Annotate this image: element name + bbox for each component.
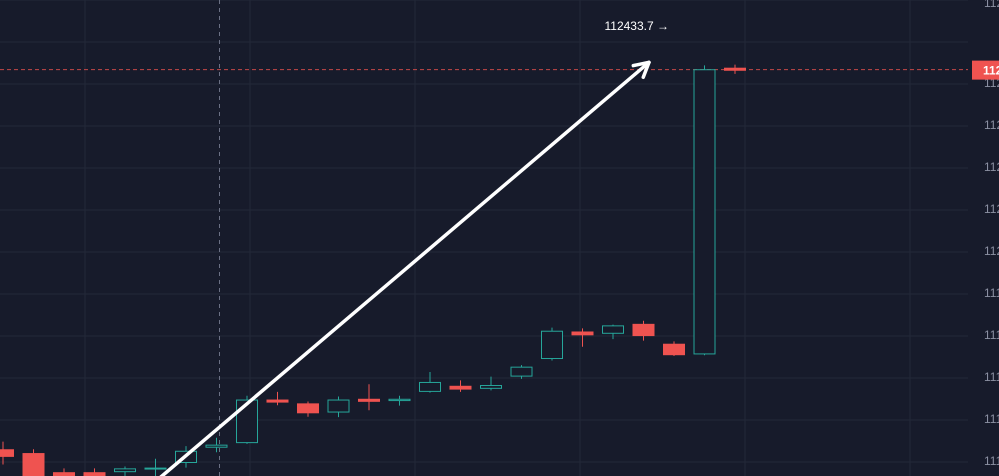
price-axis-tick-label: 112: [984, 202, 999, 216]
candle[interactable]: [0, 441, 14, 465]
candle[interactable]: [22, 449, 45, 476]
candle[interactable]: [236, 395, 258, 444]
candle-body: [419, 381, 441, 392]
current-price-tag-text: 112: [983, 64, 999, 78]
trend-arrow-head[interactable]: [631, 60, 651, 80]
peak-price-label: 112433.7 →: [605, 19, 670, 33]
candle[interactable]: [327, 396, 350, 418]
candle-body: [0, 449, 14, 457]
candle[interactable]: [724, 64, 746, 74]
trend-arrow-line[interactable]: [158, 60, 651, 476]
candle[interactable]: [541, 327, 563, 361]
candle[interactable]: [449, 380, 472, 392]
candle[interactable]: [53, 468, 75, 476]
price-axis-tick-label: 111: [984, 328, 999, 342]
candle-body: [205, 444, 228, 448]
price-axis-tick-label: 112: [984, 244, 999, 258]
candle-body: [571, 331, 594, 336]
price-axis-tick-label: 111: [984, 454, 999, 468]
candle[interactable]: [602, 324, 624, 340]
price-axis-tick-label: 112: [984, 160, 999, 174]
candle-body: [602, 325, 624, 334]
candle-body: [663, 343, 685, 356]
candle-body: [22, 453, 45, 476]
candle[interactable]: [663, 341, 685, 356]
candle[interactable]: [297, 401, 319, 417]
candle[interactable]: [83, 468, 106, 476]
candle-body: [266, 399, 289, 403]
candle[interactable]: [693, 65, 716, 356]
candle-body: [510, 366, 533, 377]
candle[interactable]: [205, 437, 228, 453]
candle[interactable]: [114, 466, 136, 476]
candle-body: [114, 468, 136, 473]
candle-body: [693, 69, 716, 355]
candle-body: [480, 385, 502, 389]
candle[interactable]: [632, 320, 655, 341]
current-price-tag-bg: [972, 60, 999, 80]
candle-body: [297, 403, 319, 414]
candle-body: [236, 399, 258, 444]
candle[interactable]: [571, 328, 594, 347]
candle-body: [388, 398, 411, 402]
candle[interactable]: [144, 458, 167, 476]
candle-body: [632, 323, 655, 337]
candle-body: [541, 330, 563, 360]
candle-body: [724, 67, 746, 71]
price-axis[interactable]: 112 112 112 112 112 112 111 111 111 111 111: [984, 0, 999, 468]
current-price-tag: 112: [972, 60, 999, 80]
candle[interactable]: [358, 384, 380, 411]
price-axis-tick-label: 111: [984, 286, 999, 300]
candle-body: [83, 472, 106, 476]
price-axis-tick-label: 111: [984, 412, 999, 426]
candle[interactable]: [510, 365, 533, 379]
grid: [0, 0, 968, 476]
price-axis-tick-label: 111: [984, 370, 999, 384]
candle-body: [53, 472, 75, 476]
trend-arrow[interactable]: [158, 60, 651, 476]
candle[interactable]: [388, 395, 411, 406]
candle[interactable]: [266, 391, 289, 406]
price-axis-tick-label: 112: [984, 0, 999, 10]
candle[interactable]: [480, 376, 502, 391]
price-axis-tick-label: 112: [984, 118, 999, 132]
candle-body: [358, 398, 380, 402]
candle[interactable]: [419, 372, 441, 393]
candle-body: [327, 399, 350, 413]
candle-body: [144, 467, 167, 470]
candle-body: [449, 385, 472, 390]
